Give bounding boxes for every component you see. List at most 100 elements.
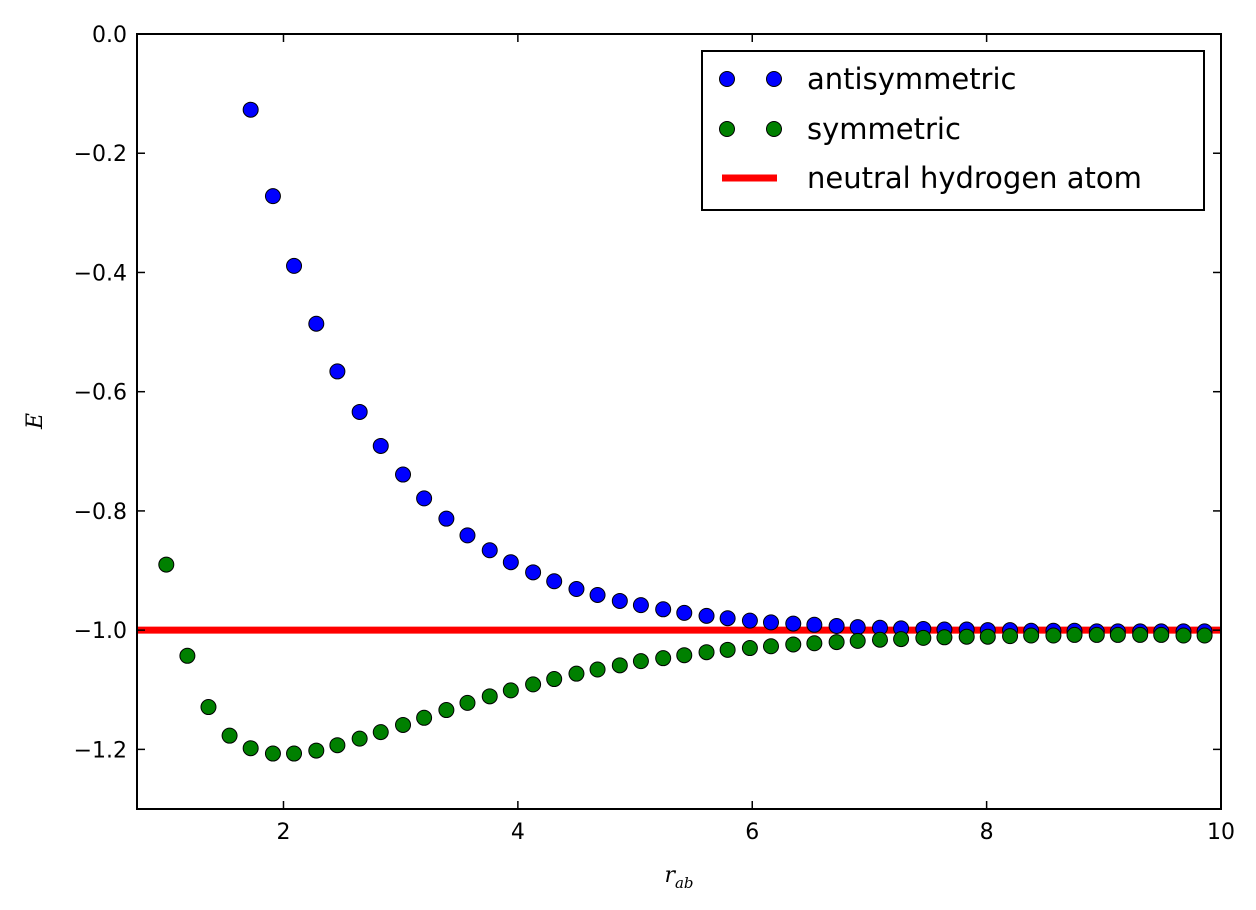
x-axis-label-subscript: ab [675, 874, 694, 892]
legend: antisymmetric symmetric neutral hydrogen a… [701, 50, 1205, 211]
legend-item: symmetric [719, 112, 961, 146]
y-tick-label: 0.0 [92, 23, 127, 48]
series-layer [137, 101, 1221, 762]
data-point [936, 629, 953, 646]
y-axis-label: E [23, 413, 48, 430]
data-point [1002, 628, 1019, 645]
data-point [611, 657, 628, 674]
data-point [546, 671, 563, 688]
y-tick-label: −0.6 [74, 381, 127, 406]
data-point [546, 573, 563, 590]
data-point [242, 101, 259, 118]
x-tick-label: 10 [1207, 820, 1235, 845]
data-point [1066, 626, 1083, 643]
x-axis-label-main: r [664, 863, 676, 888]
data-point [459, 694, 476, 711]
x-tick-label: 6 [745, 820, 759, 845]
x-tick-label: 4 [511, 820, 525, 845]
data-point [264, 745, 281, 762]
legend-item: antisymmetric [719, 62, 1017, 96]
legend-label: antisymmetric [807, 62, 1017, 96]
data-point [242, 740, 259, 757]
data-point [1109, 626, 1126, 643]
data-point [179, 647, 196, 664]
data-point [395, 716, 412, 733]
data-point [438, 510, 455, 527]
data-point [1175, 627, 1192, 644]
legend-item: neutral hydrogen atom [722, 161, 1142, 195]
data-point [676, 604, 693, 621]
data-point [741, 612, 758, 629]
legend-label: neutral hydrogen atom [807, 161, 1142, 195]
data-point [221, 727, 238, 744]
data-point [806, 635, 823, 652]
x-axis-label: rab [664, 863, 693, 892]
data-point [200, 699, 217, 716]
data-point [785, 636, 802, 653]
x-tick-label: 8 [980, 820, 994, 845]
y-tick-label: −0.2 [74, 142, 127, 167]
data-point [655, 650, 672, 667]
data-point [308, 742, 325, 759]
data-point [719, 641, 736, 658]
y-tick-label: −0.8 [74, 500, 127, 525]
data-point [589, 586, 606, 603]
data-point [655, 601, 672, 618]
data-point [849, 619, 866, 636]
x-tick-label: 2 [276, 820, 290, 845]
data-point [632, 653, 649, 670]
data-point [828, 617, 845, 634]
ticks-layer [137, 33, 1222, 809]
data-point [1196, 627, 1213, 644]
data-point [893, 631, 910, 648]
data-point [329, 363, 346, 380]
data-point [568, 665, 585, 682]
plot-frame [136, 33, 1222, 810]
data-point [762, 614, 779, 631]
data-point [158, 556, 175, 573]
data-point [329, 737, 346, 754]
data-point [611, 592, 628, 609]
data-point [308, 315, 325, 332]
data-point [286, 745, 303, 762]
data-point [828, 634, 845, 651]
y-tick-label: −1.2 [74, 738, 127, 763]
data-point [1023, 627, 1040, 644]
data-point [416, 709, 433, 726]
data-point [698, 644, 715, 661]
data-point [698, 607, 715, 624]
data-point [806, 616, 823, 633]
series-1-points [158, 556, 1213, 762]
data-point [589, 661, 606, 678]
data-point [849, 632, 866, 649]
data-point [459, 527, 476, 544]
data-point [525, 564, 542, 581]
data-point [979, 628, 996, 645]
legend-label: symmetric [807, 112, 961, 146]
data-point [525, 676, 542, 693]
legend-marker [766, 121, 782, 137]
data-point [568, 581, 585, 598]
data-point [351, 403, 368, 420]
legend-marker [766, 71, 782, 87]
data-point [416, 490, 433, 507]
data-point [719, 610, 736, 627]
data-point [762, 638, 779, 655]
data-point [438, 702, 455, 719]
data-point [372, 724, 389, 741]
data-point [785, 615, 802, 632]
y-tick-label: −0.4 [74, 261, 127, 286]
data-point [741, 640, 758, 657]
tick-labels-layer: 2 4 6 8 10 0.0 −0.2 −0.4 −0.6 −0.8 −1.0 −1.2 [74, 23, 1235, 845]
data-point [502, 554, 519, 571]
data-point [1088, 626, 1105, 643]
data-point [372, 437, 389, 454]
data-point [481, 688, 498, 705]
data-point [1132, 626, 1149, 643]
data-point [395, 466, 412, 483]
data-point [1045, 627, 1062, 644]
y-tick-label: −1.0 [74, 619, 127, 644]
data-point [958, 628, 975, 645]
legend-marker [719, 121, 735, 137]
data-point [871, 631, 888, 648]
